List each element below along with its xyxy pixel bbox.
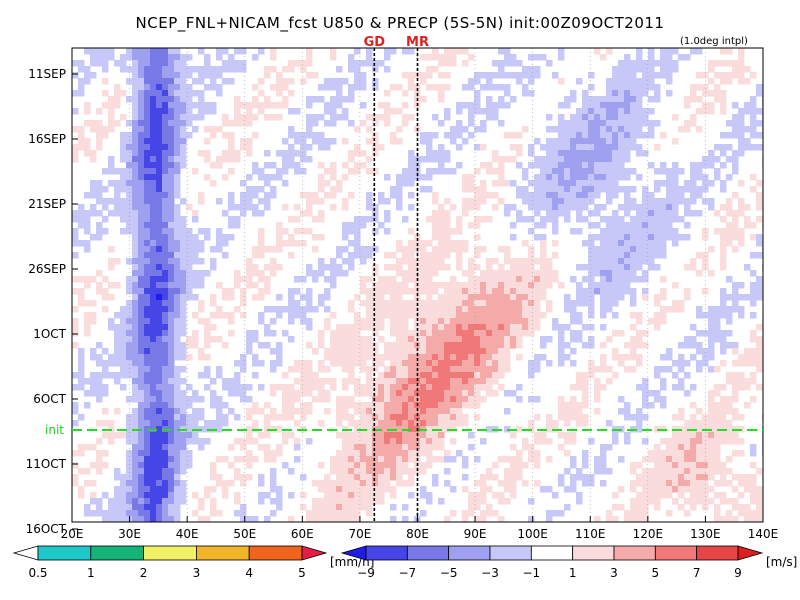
x-tick-label: 90E <box>464 527 487 541</box>
x-tick-label: 80E <box>406 527 429 541</box>
x-tick-label: 100E <box>517 527 548 541</box>
y-tick-label: 16OCT <box>26 522 67 536</box>
wind-colorbar-unit: [m/s] <box>766 555 797 569</box>
y-tick-label: 21SEP <box>28 197 66 211</box>
precip-colorbar-right-arrow <box>301 545 328 561</box>
x-tick-label: 50E <box>233 527 256 541</box>
precip-colorbar-left-arrow <box>12 545 39 561</box>
wind-colorbar-level-label: −7 <box>398 566 416 580</box>
wind-colorbar-level-label: 9 <box>734 566 742 580</box>
wind-colorbar-level-label: −9 <box>357 566 375 580</box>
chart-title: NCEP_FNL+NICAM_fcst U850 & PRECP (5S-5N)… <box>135 14 665 32</box>
precip-colorbar-level-label: 0.5 <box>28 566 47 580</box>
wind-colorbar-level-label: 3 <box>610 566 618 580</box>
wind-colorbar-level-label: −5 <box>440 566 458 580</box>
precip-colorbar-segment <box>248 545 303 561</box>
colorbars: 0.5 1 2 3 4 5[mm/h]−9 −7 −5 −3 −1 1 3 5 7 9[m/s] <box>12 545 797 580</box>
wind-colorbar-segment <box>613 545 656 561</box>
wind-colorbar-level-label: −1 <box>522 566 540 580</box>
precip-colorbar-level-label: 1 <box>87 566 95 580</box>
wind-colorbar-segment <box>489 545 532 561</box>
x-tick-label: 30E <box>118 527 141 541</box>
wind-colorbar-segment <box>365 545 408 561</box>
wind-colorbar-level-label: −3 <box>481 566 499 580</box>
precip-colorbar-segment <box>195 545 250 561</box>
wind-colorbar-right-arrow <box>737 545 764 561</box>
precip-colorbar-level-label: 4 <box>245 566 253 580</box>
y-tick-label: 6OCT <box>33 392 66 406</box>
init-label: init <box>45 423 64 437</box>
marker-label: MR <box>406 35 429 50</box>
x-tick-label: 40E <box>176 527 199 541</box>
precip-colorbar-segment <box>143 545 197 561</box>
wind-colorbar-segment <box>530 545 574 561</box>
y-tick-label: 11SEP <box>28 67 66 81</box>
axis-ticks: 20E 30E 40E 50E 60E 70E 80E 90E 100E 110E 120E 130E… <box>26 67 779 541</box>
wind-colorbar-segment <box>654 545 698 561</box>
precip-colorbar-segment <box>90 545 145 561</box>
wind-colorbar-segment <box>696 545 739 561</box>
y-tick-label: 26SEP <box>28 262 66 276</box>
y-tick-label: 1OCT <box>33 327 66 341</box>
x-tick-label: 20E <box>61 527 84 541</box>
wind-colorbar-level-label: 7 <box>693 566 701 580</box>
y-tick-label: 16SEP <box>28 132 66 146</box>
x-tick-label: 130E <box>690 527 721 541</box>
x-tick-label: 110E <box>575 527 606 541</box>
wind-colorbar-segment <box>448 545 491 561</box>
precip-colorbar-level-label: 2 <box>140 566 148 580</box>
marker-label: GD <box>364 35 386 50</box>
location-markers: init GD MR <box>45 35 763 522</box>
precip-colorbar-segment <box>37 545 92 561</box>
x-tick-label: 140E <box>748 527 779 541</box>
plot-area <box>72 48 763 522</box>
y-tick-label: 11OCT <box>26 457 67 471</box>
precip-colorbar-level-label: 3 <box>193 566 201 580</box>
x-tick-label: 70E <box>348 527 371 541</box>
wind-colorbar-segment <box>406 545 450 561</box>
precip-colorbar-level-label: 5 <box>298 566 306 580</box>
interpolation-note: (1.0deg intpl) <box>680 36 748 47</box>
wind-colorbar-level-label: 5 <box>652 566 660 580</box>
wind-colorbar-segment <box>572 545 615 561</box>
wind-colorbar-level-label: 1 <box>569 566 577 580</box>
x-tick-label: 120E <box>633 527 664 541</box>
x-tick-label: 60E <box>291 527 314 541</box>
